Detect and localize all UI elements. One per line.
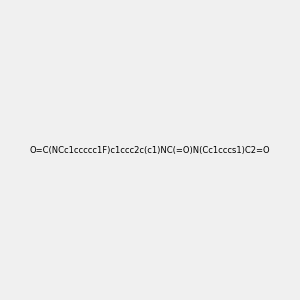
Text: O=C(NCc1ccccc1F)c1ccc2c(c1)NC(=O)N(Cc1cccs1)C2=O: O=C(NCc1ccccc1F)c1ccc2c(c1)NC(=O)N(Cc1cc… [30, 146, 270, 154]
